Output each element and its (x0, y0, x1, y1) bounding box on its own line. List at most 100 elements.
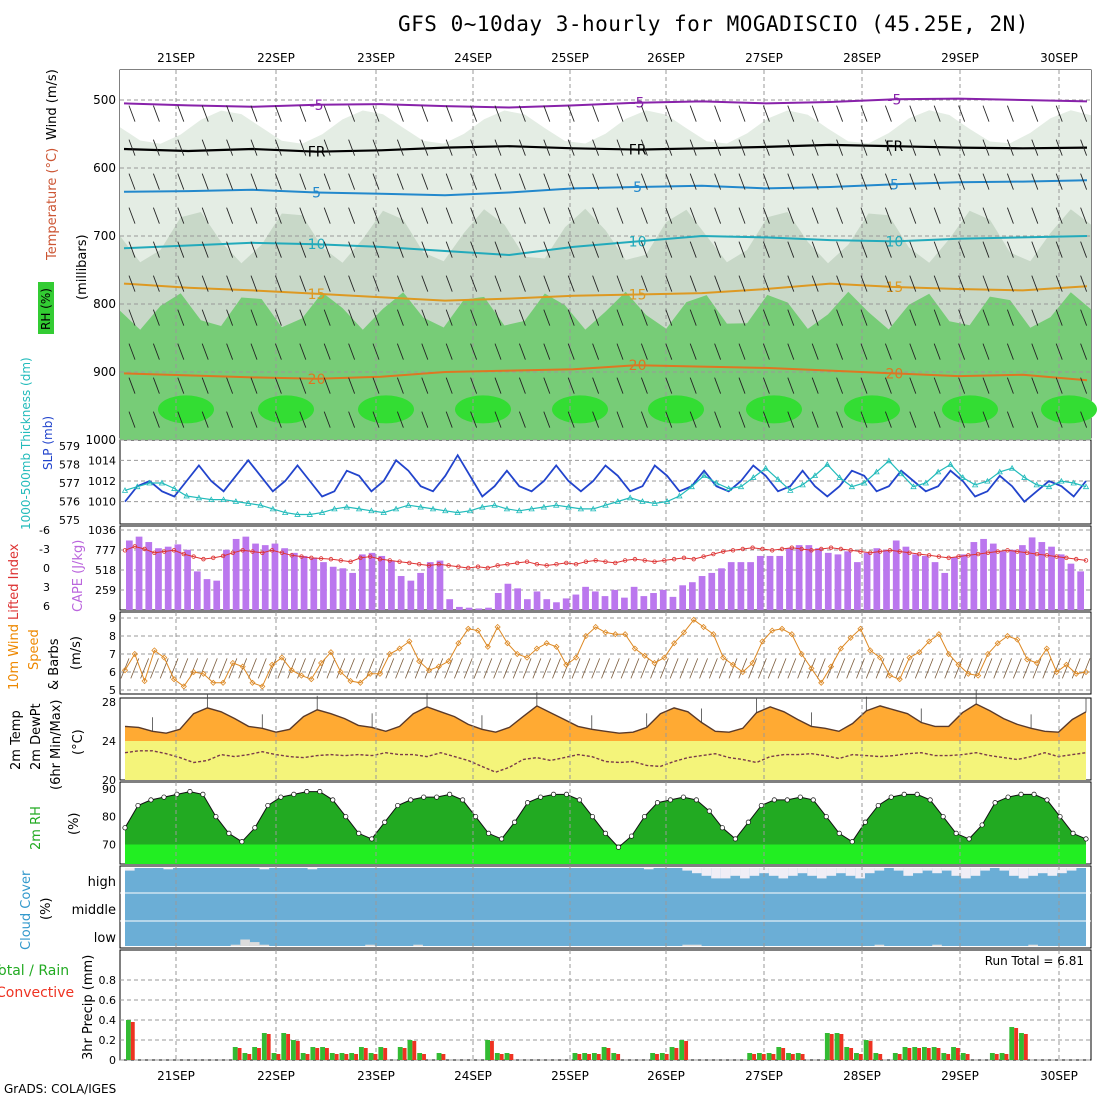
thickness-marker (713, 479, 720, 486)
wind-speed-marker (396, 645, 403, 652)
thickness-marker (503, 505, 511, 512)
temp-contour-label: 10 (885, 234, 903, 250)
lifted-marker (328, 556, 334, 562)
cape-bar (164, 546, 172, 610)
wind10-barb (336, 658, 346, 679)
wind-barb (372, 377, 380, 394)
lifted-marker (583, 559, 589, 564)
thickness-marker (885, 457, 893, 464)
thickness-marker (824, 461, 831, 467)
wind-barb (128, 343, 136, 360)
lifted-marker (877, 549, 883, 554)
precip-convective-bar (441, 1054, 446, 1060)
wind-speed-marker (533, 645, 540, 652)
thick-tick: 576 (59, 496, 80, 509)
wind-barb (884, 411, 892, 428)
rh2m-marker (525, 800, 531, 806)
wind-barb (1006, 207, 1014, 224)
wind-barb (494, 377, 502, 394)
wind10-barb (1003, 658, 1012, 679)
wind10-barb (375, 658, 385, 679)
rh2m-marker (758, 802, 764, 809)
cloud-high-bar (913, 868, 923, 874)
rh2m-marker (538, 794, 544, 800)
date-label-top: 23SEP (357, 51, 395, 65)
upper-rh-label: RH (%) (39, 288, 53, 330)
wind10-barb (297, 658, 306, 679)
thickness-marker (355, 505, 363, 512)
rh2m-marker (499, 836, 505, 842)
wind10-speed-label: Speed (27, 629, 42, 670)
precip-convective-bar (596, 1054, 601, 1060)
wind-barb (811, 275, 819, 292)
wind-barb (470, 241, 478, 258)
wind-barb (811, 377, 819, 394)
wind-barb (274, 105, 282, 122)
lifted-marker (1015, 549, 1020, 554)
wind-barb (299, 139, 307, 156)
precip-total-bar (669, 1047, 675, 1060)
wind-barb (201, 275, 209, 292)
temp-contour-label: 20 (308, 372, 326, 388)
wind10-barb (865, 658, 875, 679)
wind-speed-marker (425, 667, 433, 674)
wind-barbs (128, 105, 1088, 428)
wind10-barb (895, 658, 905, 679)
lifted-marker (632, 556, 638, 562)
wind-barb (860, 105, 868, 122)
lifted-marker (1083, 558, 1089, 563)
rh2m-marker (447, 791, 453, 797)
wind-barb (665, 207, 673, 224)
wind-barb (762, 139, 770, 156)
precip-convective-bar (412, 1041, 417, 1060)
pressure-tick: 1000 (85, 433, 116, 447)
precip-total-bar (951, 1047, 956, 1060)
cape-bar (970, 542, 978, 610)
wind-barb (836, 173, 844, 190)
wind10-barb (767, 658, 777, 679)
wind-barb (836, 309, 844, 326)
wind-barb (299, 241, 307, 258)
wind-barb (567, 377, 575, 394)
precip-convective-bar (926, 1048, 931, 1060)
lifted-marker (515, 560, 520, 566)
cape-bar (834, 554, 842, 610)
precip-convective-bar (761, 1054, 766, 1060)
wind-barb (714, 105, 722, 122)
wind-barb (1031, 207, 1039, 224)
wind-barb (1080, 377, 1088, 394)
cloud-high-bar (740, 868, 750, 879)
wind-barb (177, 377, 185, 394)
wind-barb (226, 343, 234, 360)
wind-speed-marker (739, 668, 746, 676)
wind-barb (616, 309, 624, 326)
rh2m-marker (330, 797, 336, 803)
rh2m-marker (1083, 836, 1089, 842)
lifted-marker (828, 545, 834, 550)
wind-barb (372, 275, 380, 292)
wind-barb (348, 207, 356, 224)
wind-speed-marker (1004, 632, 1011, 640)
wind-barb (323, 275, 331, 292)
upper-wind-label: Wind (m/s) (45, 69, 60, 140)
cape-bar (718, 568, 725, 610)
wind-speed-marker (720, 654, 727, 661)
thickness-marker (540, 503, 548, 510)
wind-barb (274, 309, 282, 326)
wind-barb (714, 377, 722, 394)
precip-total-bar (281, 1033, 287, 1060)
wind-barb (372, 207, 380, 224)
rh2m-marker (875, 802, 881, 809)
thick-label: 1000-500mb Thickness (dm) (19, 357, 33, 530)
precip-total-bar (854, 1053, 859, 1060)
wind-barb (665, 241, 673, 258)
wind-barb (884, 309, 892, 326)
wind-speed-marker (680, 629, 688, 636)
precip-convective-bar (800, 1054, 805, 1060)
wind-barb (177, 173, 185, 190)
wind-barb (299, 275, 307, 292)
wind-speed-marker (347, 677, 354, 685)
wind-barb (226, 105, 234, 122)
cloud-high-bar (691, 868, 702, 874)
date-label-bottom: 28SEP (843, 1069, 881, 1083)
